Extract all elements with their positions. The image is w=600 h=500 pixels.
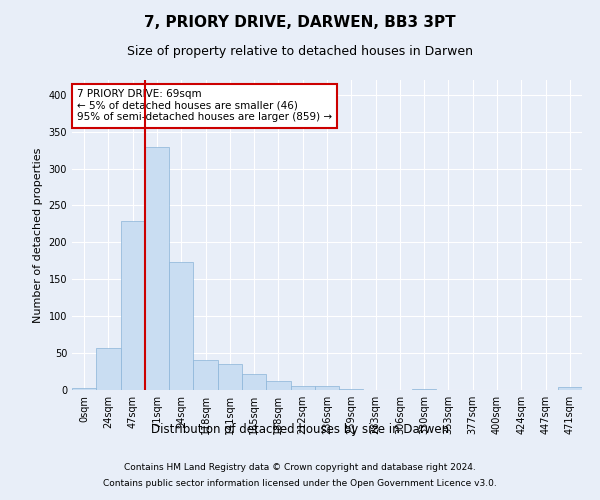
Bar — [315, 386, 339, 390]
Bar — [72, 388, 96, 390]
Text: 7, PRIORY DRIVE, DARWEN, BB3 3PT: 7, PRIORY DRIVE, DARWEN, BB3 3PT — [144, 15, 456, 30]
Bar — [193, 360, 218, 390]
Bar — [145, 147, 169, 390]
Text: Size of property relative to detached houses in Darwen: Size of property relative to detached ho… — [127, 45, 473, 58]
Bar — [412, 388, 436, 390]
Text: Contains HM Land Registry data © Crown copyright and database right 2024.: Contains HM Land Registry data © Crown c… — [124, 464, 476, 472]
Bar — [266, 381, 290, 390]
Bar — [169, 262, 193, 390]
Bar — [242, 374, 266, 390]
Text: Distribution of detached houses by size in Darwen: Distribution of detached houses by size … — [151, 422, 449, 436]
Bar — [121, 221, 145, 390]
Text: Contains public sector information licensed under the Open Government Licence v3: Contains public sector information licen… — [103, 478, 497, 488]
Bar — [96, 348, 121, 390]
Text: 7 PRIORY DRIVE: 69sqm
← 5% of detached houses are smaller (46)
95% of semi-detac: 7 PRIORY DRIVE: 69sqm ← 5% of detached h… — [77, 90, 332, 122]
Y-axis label: Number of detached properties: Number of detached properties — [33, 148, 43, 322]
Bar — [290, 386, 315, 390]
Bar — [558, 387, 582, 390]
Bar — [218, 364, 242, 390]
